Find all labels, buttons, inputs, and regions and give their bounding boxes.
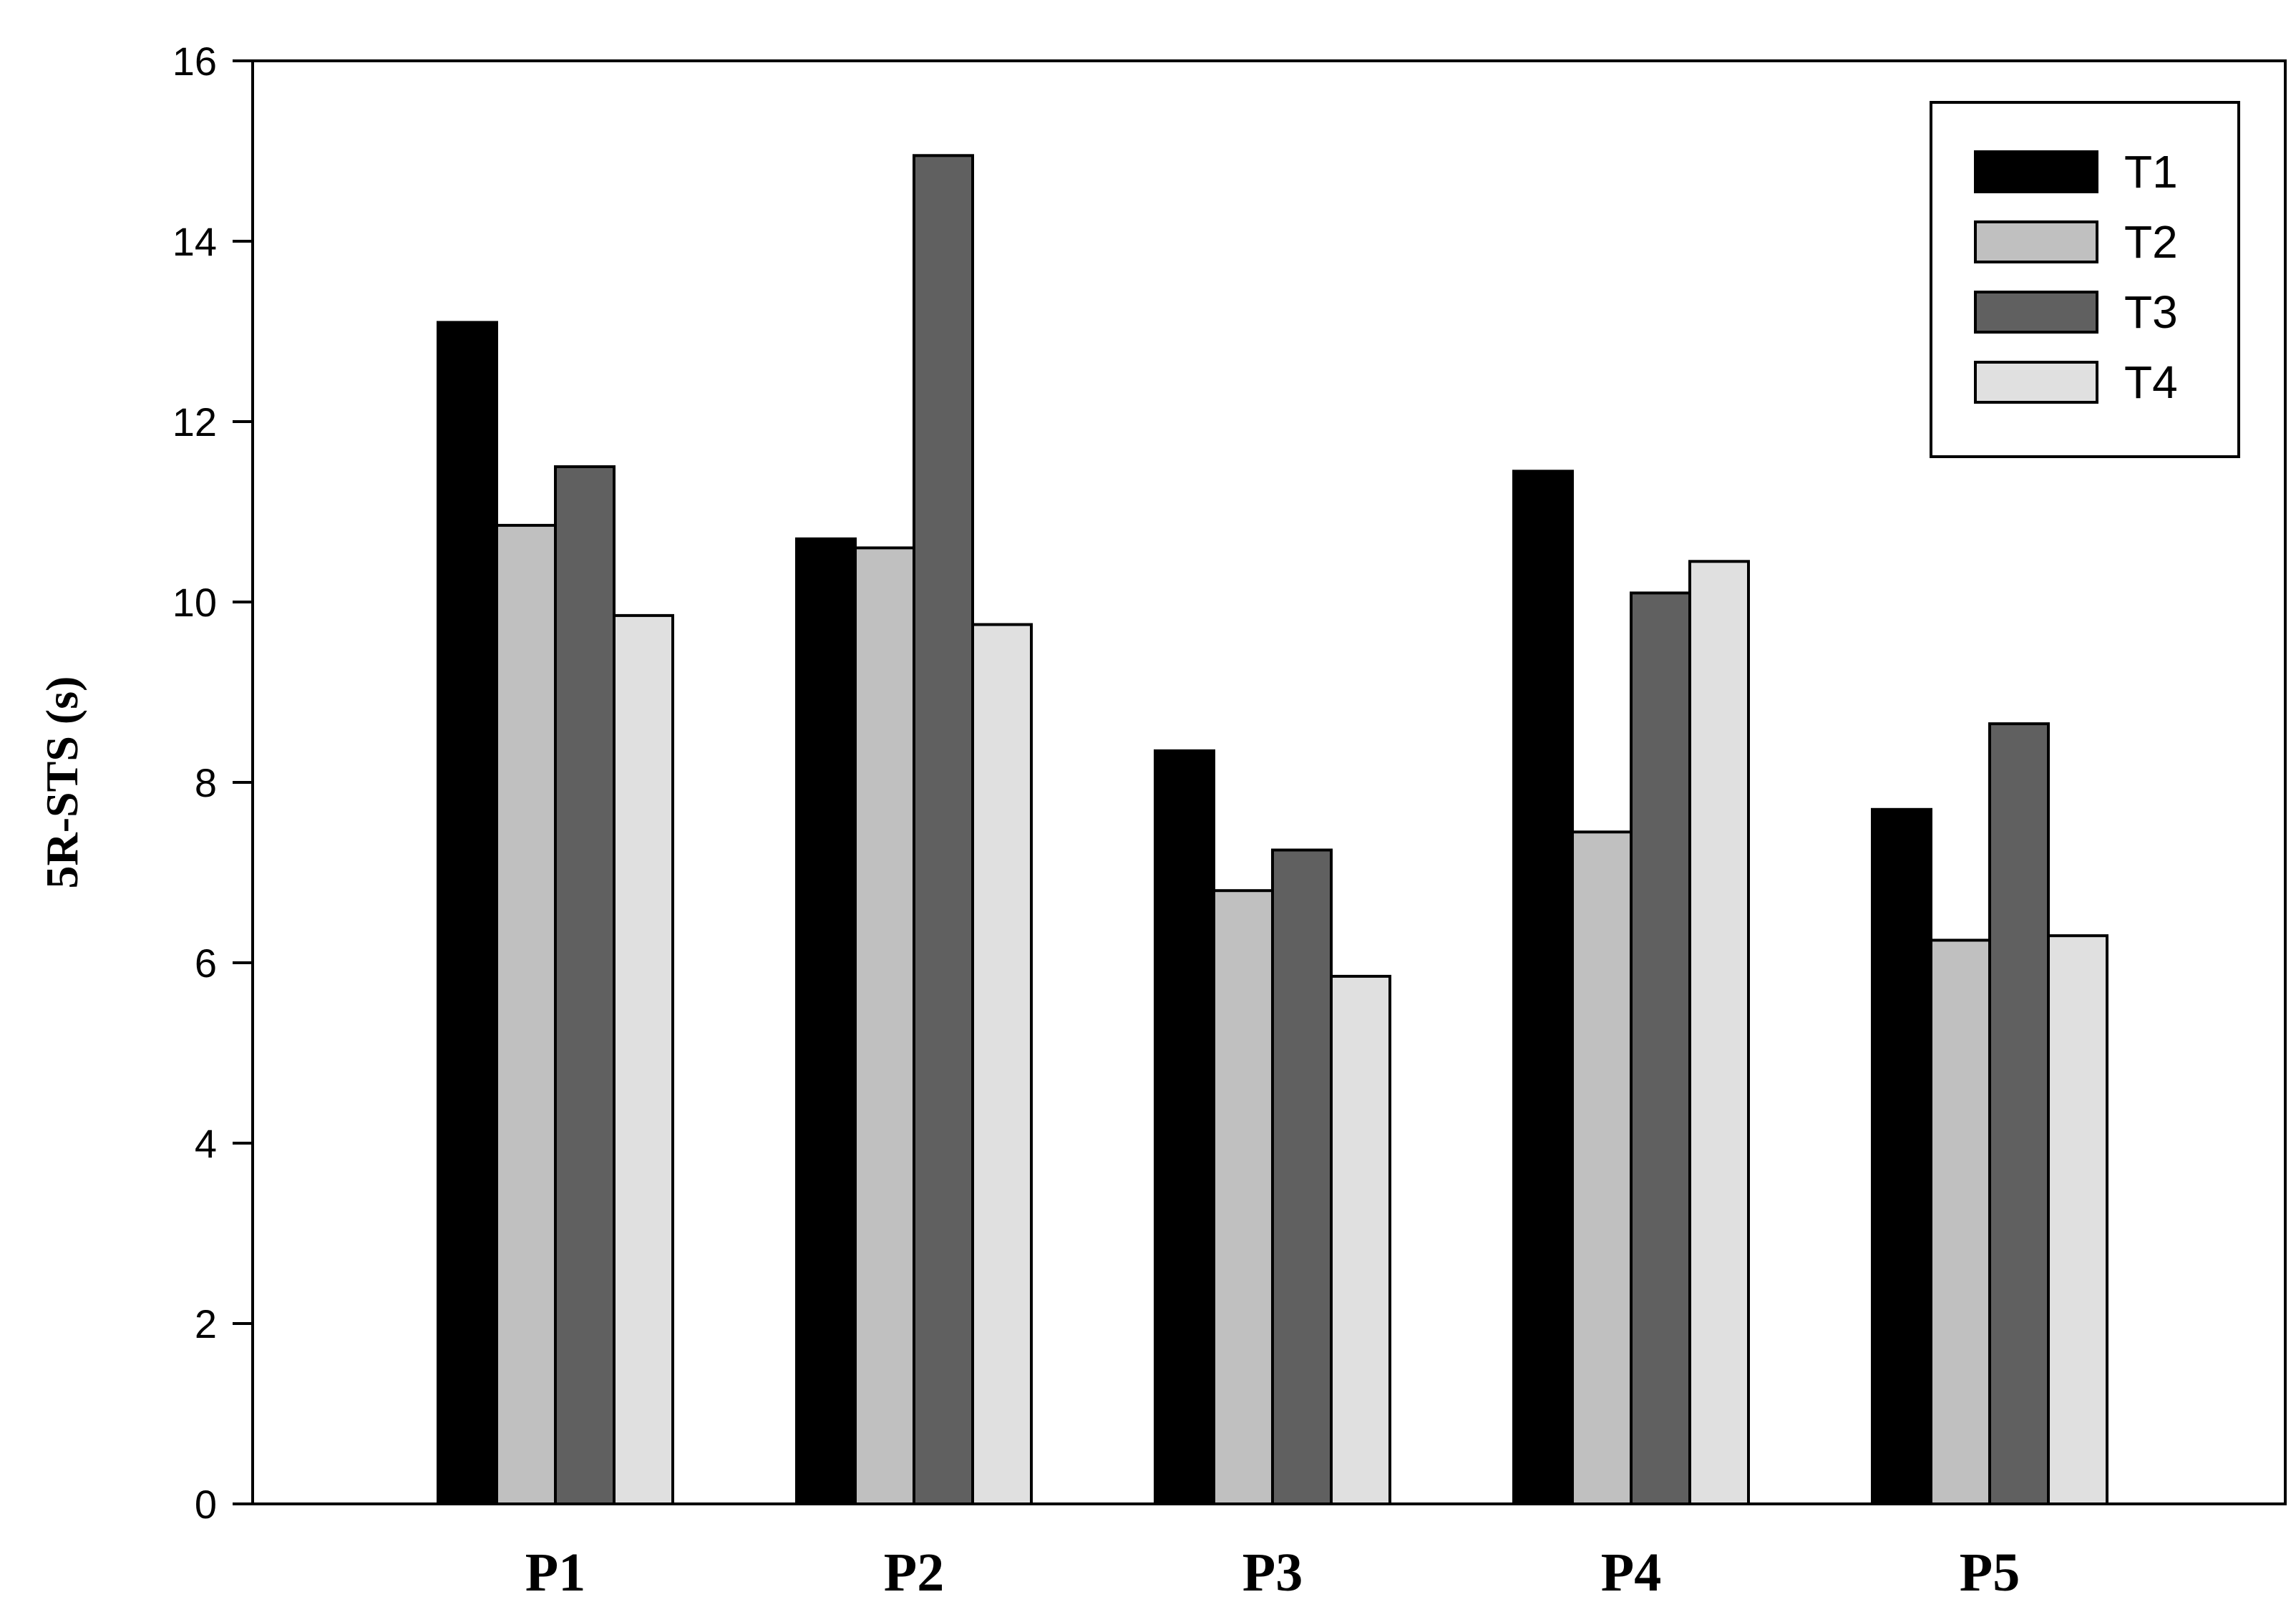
bar-p1-t1	[437, 321, 498, 1505]
y-tick-label: 4	[195, 1121, 217, 1166]
bar-p1-t3	[554, 465, 616, 1505]
bar-p4-t2	[1571, 830, 1633, 1506]
bar-p3-t1	[1154, 749, 1215, 1505]
x-tick-label: P5	[1960, 1543, 2020, 1603]
bar-p4-t1	[1512, 470, 1574, 1505]
y-tick-label: 6	[195, 941, 217, 986]
bar-p3-t2	[1212, 889, 1274, 1505]
x-tick-label: P3	[1242, 1543, 1303, 1603]
bar-p1-t4	[613, 613, 674, 1505]
legend-label-t2: T2	[2124, 216, 2178, 268]
bar-p5-t2	[1930, 938, 1991, 1505]
y-tick-label: 16	[172, 39, 217, 84]
y-tick-label: 0	[195, 1482, 217, 1527]
bar-p2-t2	[854, 546, 915, 1505]
bar-p5-t4	[2047, 934, 2108, 1505]
bar-p5-t3	[1988, 722, 2050, 1505]
bar-p2-t3	[913, 154, 974, 1505]
legend-swatch-t1	[1974, 150, 2098, 193]
x-tick-label: P2	[884, 1543, 944, 1603]
bar-p4-t3	[1630, 591, 1691, 1505]
y-tick-label: 10	[172, 580, 217, 625]
legend-label-t1: T1	[2124, 146, 2178, 198]
x-axis-labels: P1 P2 P3 P4 P5	[525, 1543, 2020, 1603]
legend-label-t3: T3	[2124, 286, 2178, 338]
y-tick-label: 12	[172, 399, 217, 445]
bars	[437, 154, 2108, 1506]
bar-p3-t4	[1330, 974, 1391, 1505]
bar-p3-t3	[1271, 848, 1333, 1505]
legend-label-t4: T4	[2124, 356, 2178, 408]
legend-swatch-t3	[1974, 291, 2098, 334]
legend-swatch-t4	[1974, 361, 2098, 404]
bar-p4-t4	[1688, 560, 1750, 1505]
y-axis-title: 5R-STS (s)	[37, 676, 87, 889]
x-tick-label: P1	[525, 1543, 585, 1603]
bar-p5-t1	[1871, 807, 1932, 1506]
y-tick-label: 14	[172, 219, 217, 264]
bar-p1-t2	[495, 523, 557, 1505]
y-tick-label: 8	[195, 760, 217, 805]
y-tick-label: 2	[195, 1301, 217, 1346]
legend: T1 T2 T3 T4	[1930, 101, 2240, 458]
legend-swatch-t2	[1974, 220, 2098, 263]
bar-p2-t4	[971, 623, 1033, 1505]
y-axis: 0 2 4 6 8 10 12 14 16	[172, 39, 253, 1527]
x-tick-label: P4	[1601, 1543, 1661, 1603]
bar-p2-t1	[795, 537, 857, 1505]
